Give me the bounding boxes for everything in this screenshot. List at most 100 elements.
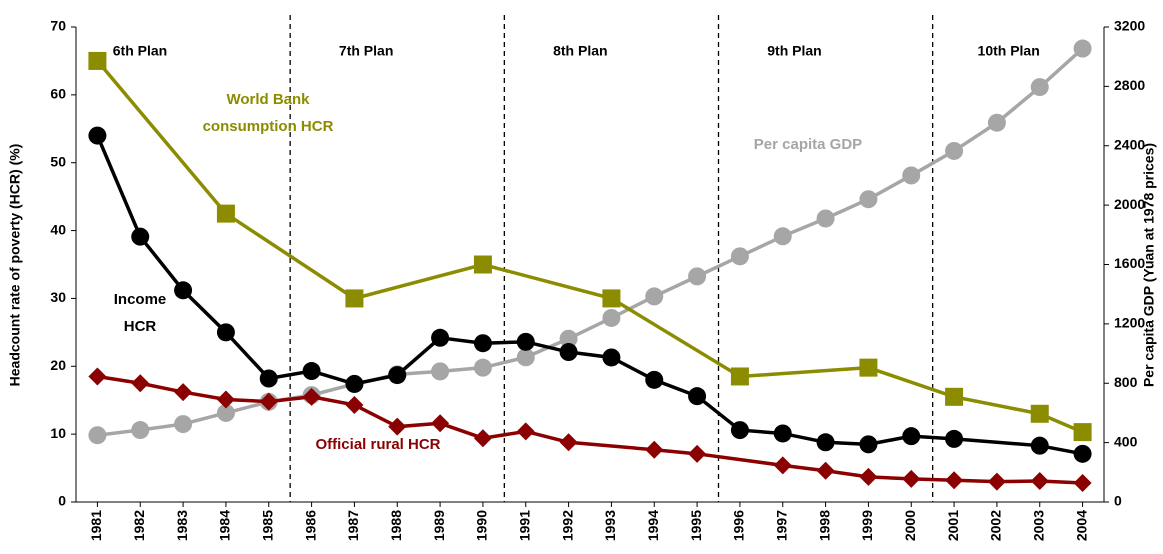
marker	[987, 472, 1006, 491]
x-tick-label: 1985	[259, 510, 275, 541]
marker	[902, 469, 921, 488]
marker	[773, 456, 792, 475]
annotation: Income	[114, 291, 167, 308]
x-tick-label: 1999	[859, 510, 875, 541]
marker	[174, 415, 193, 434]
marker	[473, 334, 492, 353]
marker	[216, 204, 235, 223]
marker	[431, 362, 450, 381]
plan-label: 9th Plan	[767, 43, 821, 59]
series-line	[96, 59, 1084, 434]
marker	[730, 367, 749, 386]
marker	[259, 369, 278, 388]
marker	[816, 209, 835, 228]
marker	[688, 387, 707, 406]
marker	[987, 113, 1006, 132]
marker	[174, 281, 193, 300]
marker	[945, 471, 964, 490]
x-tick-label: 1988	[388, 510, 404, 541]
y2-tick-label: 1600	[1114, 255, 1145, 271]
marker	[859, 435, 878, 454]
plan-label: 10th Plan	[978, 43, 1040, 59]
marker	[345, 395, 364, 414]
marker	[730, 247, 749, 266]
y-tick-label: 20	[50, 357, 66, 373]
y-tick-label: 70	[50, 18, 66, 34]
marker	[431, 414, 450, 433]
marker	[816, 461, 835, 480]
series-line	[97, 374, 1083, 485]
marker	[216, 323, 235, 342]
marker	[688, 444, 707, 463]
x-tick-label: 1995	[688, 510, 704, 541]
marker	[174, 383, 193, 402]
marker	[88, 51, 107, 70]
marker	[302, 387, 321, 406]
marker	[516, 422, 535, 441]
marker	[1073, 444, 1092, 463]
x-tick-label: 2000	[902, 510, 918, 541]
marker	[730, 421, 749, 440]
series-line	[95, 134, 1083, 456]
x-tick-label: 1998	[816, 510, 832, 541]
marker	[88, 126, 107, 145]
marker	[1073, 39, 1092, 58]
plan-label: 7th Plan	[339, 43, 393, 59]
annotation: World Bank	[226, 91, 310, 108]
y-tick-label: 10	[50, 425, 66, 441]
marker	[516, 348, 535, 367]
marker	[645, 440, 664, 459]
marker	[902, 166, 921, 185]
marker	[88, 367, 107, 386]
marker	[216, 390, 235, 409]
marker	[88, 426, 107, 445]
marker	[559, 329, 578, 348]
marker	[216, 403, 235, 422]
marker	[473, 358, 492, 377]
y2-tick-label: 2000	[1114, 196, 1145, 212]
marker	[345, 374, 364, 393]
marker	[559, 343, 578, 362]
y2-tick-label: 1200	[1114, 315, 1145, 331]
y2-tick-label: 3200	[1114, 18, 1145, 34]
marker	[302, 362, 321, 381]
plan-label: 6th Plan	[113, 43, 167, 59]
marker	[259, 392, 278, 411]
y-tick-label: 0	[58, 493, 66, 509]
x-tick-label: 1989	[431, 510, 447, 541]
marker	[645, 370, 664, 389]
marker	[645, 287, 664, 306]
x-tick-label: 1981	[88, 510, 104, 541]
y-axis-label: Headcount rate of poverty (HCR) (%)	[7, 144, 23, 387]
x-tick-label: 1991	[516, 510, 532, 541]
marker	[945, 141, 964, 160]
marker	[1030, 436, 1049, 455]
marker	[773, 227, 792, 246]
x-tick-label: 1982	[131, 510, 147, 541]
x-tick-label: 1996	[731, 510, 747, 541]
marker	[859, 358, 878, 377]
marker	[1030, 404, 1049, 423]
y2-axis-label: Per capita GDP (Yuan at 1978 prices)	[1141, 143, 1157, 387]
marker	[559, 433, 578, 452]
marker	[602, 308, 621, 327]
x-tick-label: 2004	[1073, 510, 1089, 541]
marker	[431, 328, 450, 347]
marker	[859, 190, 878, 209]
marker	[602, 289, 621, 308]
marker	[688, 267, 707, 286]
x-tick-label: 1986	[302, 510, 318, 541]
marker	[131, 227, 150, 246]
x-tick-label: 1993	[602, 510, 618, 541]
x-tick-label: 1984	[217, 510, 233, 541]
marker	[388, 366, 407, 385]
marker	[773, 424, 792, 443]
y-tick-label: 40	[50, 221, 66, 237]
y2-tick-label: 2800	[1114, 77, 1145, 93]
marker	[859, 467, 878, 486]
marker	[473, 429, 492, 448]
marker	[516, 332, 535, 351]
marker	[945, 429, 964, 448]
marker	[345, 289, 364, 308]
